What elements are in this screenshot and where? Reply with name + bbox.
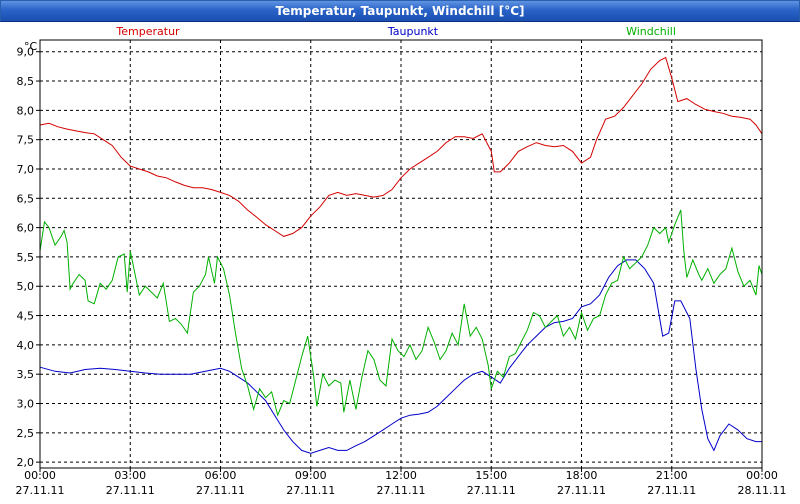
x-tick-date-label: 27.11.11	[196, 484, 245, 497]
series-layer	[39, 56, 763, 454]
y-tick-label: 5,0	[17, 280, 35, 293]
x-tick-date-label: 27.11.11	[16, 484, 65, 497]
x-tick-date-label: 27.11.11	[106, 484, 155, 497]
series-line-taupunkt	[39, 259, 762, 454]
y-tick-label: 3,0	[17, 398, 35, 411]
chart-svg: 2,0 2,5 3,0 3,5 4,0 4,5 5,0 5,5 6,0 6,5 7,0 7,5 8,0 8…	[16, 25, 787, 497]
x-tick-time-label: 18:00	[566, 469, 598, 482]
x-axis: 00:00 27.11.11 03:00 27.11.11 06:00 27.11.11 0…	[16, 468, 787, 497]
y-tick-label: 3,5	[17, 368, 35, 381]
chart-title: Temperatur, Taupunkt, Windchill [°C]	[275, 4, 525, 18]
x-tick-time-label: 06:00	[205, 469, 237, 482]
chart-title-bar: Temperatur, Taupunkt, Windchill [°C]	[0, 0, 800, 22]
y-tick-label: 2,0	[17, 456, 35, 469]
x-tick-time-label: 12:00	[385, 469, 417, 482]
legend: Temperatur Taupunkt Windchill	[115, 25, 676, 38]
x-tick-date-label: 28.11.11	[738, 484, 787, 497]
y-tick-label: 6,5	[17, 192, 35, 205]
x-tick-date-label: 27.11.11	[286, 484, 335, 497]
x-tick-time-label: 21:00	[656, 469, 688, 482]
x-tick-time-label: 00:00	[24, 469, 56, 482]
x-tick-time-label: 09:00	[295, 469, 327, 482]
legend-item-temperatur: Temperatur	[115, 25, 180, 38]
y-tick-label: 7,5	[17, 134, 35, 147]
chart-area: 2,0 2,5 3,0 3,5 4,0 4,5 5,0 5,5 6,0 6,5 7,0 7,5 8,0 8…	[0, 22, 800, 500]
x-tick-date-label: 27.11.11	[557, 484, 606, 497]
y-tick-label: 4,0	[17, 339, 35, 352]
y-tick-label: 5,5	[17, 251, 35, 264]
y-axis: 2,0 2,5 3,0 3,5 4,0 4,5 5,0 5,5 6,0 6,5 7,0 7,5 8,0 8…	[17, 46, 40, 469]
x-tick-time-label: 00:00	[746, 469, 778, 482]
y-tick-label: 9,0	[17, 46, 35, 59]
y-tick-label: 2,5	[17, 427, 35, 440]
y-tick-label: 6,0	[17, 222, 35, 235]
legend-item-taupunkt: Taupunkt	[387, 25, 439, 38]
series-line-temperatur	[39, 56, 763, 237]
grid	[40, 40, 762, 468]
series-line-windchill	[39, 209, 763, 417]
x-tick-date-label: 27.11.11	[377, 484, 426, 497]
legend-item-windchill: Windchill	[626, 25, 676, 38]
y-tick-label: 4,5	[17, 310, 35, 323]
y-tick-label: 7,0	[17, 163, 35, 176]
x-tick-date-label: 27.11.11	[647, 484, 696, 497]
x-tick-time-label: 03:00	[114, 469, 146, 482]
y-tick-label: 8,5	[17, 75, 35, 88]
y-axis-label: °C	[24, 40, 38, 53]
y-tick-label: 8,0	[17, 104, 35, 117]
x-tick-date-label: 27.11.11	[467, 484, 516, 497]
x-tick-time-label: 15:00	[475, 469, 507, 482]
